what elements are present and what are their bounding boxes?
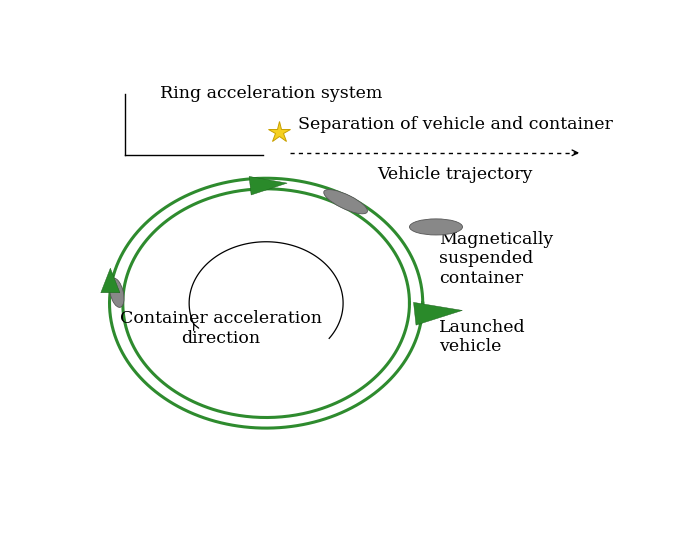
Text: Separation of vehicle and container: Separation of vehicle and container bbox=[298, 116, 613, 133]
Ellipse shape bbox=[324, 190, 367, 214]
Text: Launched
vehicle: Launched vehicle bbox=[438, 319, 525, 355]
Polygon shape bbox=[414, 302, 462, 325]
Text: Container acceleration
direction: Container acceleration direction bbox=[120, 310, 322, 347]
Polygon shape bbox=[101, 268, 120, 293]
Text: Ring acceleration system: Ring acceleration system bbox=[160, 85, 382, 102]
Ellipse shape bbox=[410, 219, 462, 235]
Polygon shape bbox=[249, 177, 287, 195]
Text: Vehicle trajectory: Vehicle trajectory bbox=[377, 166, 533, 183]
Text: Magnetically
suspended
container: Magnetically suspended container bbox=[438, 230, 553, 287]
Ellipse shape bbox=[110, 278, 124, 307]
